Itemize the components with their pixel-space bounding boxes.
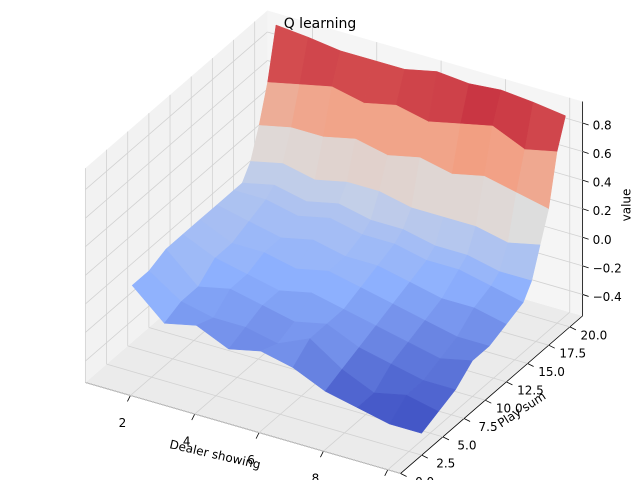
- z-tick-label: 0.8: [593, 118, 612, 132]
- grid-line: [85, 60, 268, 219]
- y-tick-label: 7.5: [479, 420, 498, 434]
- y-tick-label: 12.5: [517, 383, 544, 397]
- tick-mark: [569, 326, 577, 331]
- x-tick-label: 4: [183, 435, 191, 449]
- labels: 2468100.02.55.07.510.012.515.017.520.0−0…: [119, 118, 622, 480]
- x-tick-label: 6: [247, 453, 255, 467]
- z-tick-label: 0.0: [593, 233, 612, 247]
- tick-mark: [485, 399, 492, 404]
- tick-mark: [320, 451, 324, 458]
- tick-mark: [582, 236, 589, 240]
- tick-mark: [191, 413, 196, 421]
- surface: [131, 24, 566, 434]
- z-tick-label: −0.4: [593, 290, 622, 304]
- tick-mark: [582, 179, 589, 183]
- grid-line: [106, 363, 422, 456]
- tick-mark: [582, 208, 589, 212]
- tick-mark: [527, 363, 534, 367]
- y-tick-label: 15.0: [538, 365, 565, 379]
- tick-mark: [582, 294, 589, 297]
- tick-mark: [127, 395, 131, 402]
- x-axis-label: Dealer showing: [168, 437, 262, 472]
- y-tick-label: 10.0: [496, 402, 523, 416]
- y-tick-label: 2.5: [436, 457, 455, 471]
- tick-mark: [384, 469, 389, 476]
- grid-line: [85, 88, 268, 248]
- tick-mark: [421, 454, 428, 459]
- z-axis-label: value: [620, 189, 634, 222]
- x-tick-label: 2: [119, 416, 127, 430]
- tick-mark: [255, 432, 260, 439]
- y-tick-label: 20.0: [581, 328, 608, 342]
- tick-mark: [400, 473, 407, 477]
- grid-line: [85, 31, 268, 190]
- z-tick-label: 0.2: [593, 204, 612, 218]
- tick-mark: [548, 344, 555, 349]
- x-tick-label: 8: [312, 472, 320, 480]
- tick-mark: [442, 436, 450, 441]
- y-tick-label: 5.0: [457, 438, 476, 452]
- surface-face: [389, 394, 439, 434]
- y-axis-line: [400, 315, 583, 474]
- y-tick-label: 17.5: [559, 347, 586, 361]
- z-tick-label: −0.2: [593, 261, 622, 275]
- y-tick-label: 0.0: [415, 475, 434, 480]
- tick-mark: [582, 151, 589, 154]
- tick-mark: [582, 122, 589, 126]
- grid-line: [85, 117, 268, 276]
- tick-mark: [506, 381, 513, 386]
- z-tick-label: 0.4: [593, 176, 612, 190]
- grid-line: [85, 145, 268, 305]
- z-tick-label: 0.6: [593, 147, 612, 161]
- tick-mark: [582, 265, 589, 269]
- grid-line: [387, 311, 571, 471]
- tick-mark: [463, 418, 471, 422]
- chart-title: Q learning: [284, 16, 357, 32]
- grid-line: [85, 382, 401, 474]
